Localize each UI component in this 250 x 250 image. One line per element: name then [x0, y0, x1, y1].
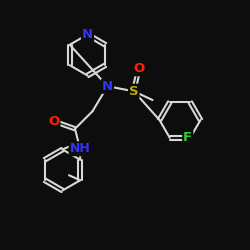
Text: O: O: [133, 62, 144, 75]
Text: O: O: [48, 115, 60, 128]
Text: N: N: [102, 80, 113, 93]
Text: N: N: [82, 28, 93, 41]
Text: S: S: [129, 85, 138, 98]
Text: NH: NH: [70, 142, 90, 155]
Text: F: F: [183, 131, 192, 144]
